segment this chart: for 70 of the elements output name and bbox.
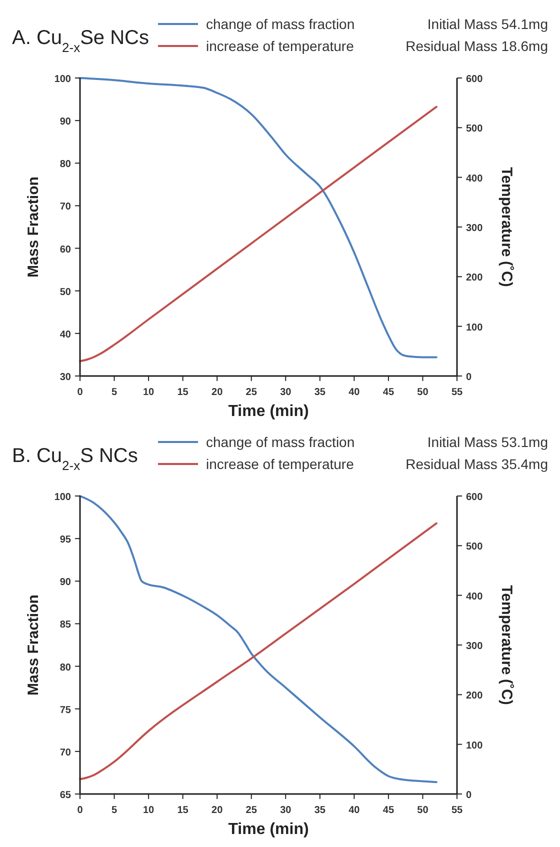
y2-tick-label: 600 (466, 74, 484, 85)
y2-tick-label: 100 (466, 740, 484, 752)
y-tick-label: 65 (60, 790, 72, 801)
y2-tick-label: 500 (466, 542, 484, 553)
x-tick-label: 30 (280, 387, 292, 398)
x-tick-label: 40 (348, 387, 360, 398)
y2-tick-label: 0 (466, 372, 472, 383)
x-tick-label: 25 (246, 387, 258, 398)
x-tick-label: 20 (212, 805, 224, 816)
legend-label: change of mass fraction (206, 434, 355, 450)
x-tick-label: 25 (246, 805, 258, 816)
y-axis-title: Mass Fraction (25, 176, 42, 278)
x-tick-label: 5 (111, 805, 118, 816)
y-tick-label: 95 (60, 534, 72, 546)
x-tick-label: 50 (417, 387, 429, 398)
x-tick-label: 45 (382, 805, 394, 816)
y-tick-label: 75 (60, 704, 72, 716)
y-tick-label: 90 (60, 577, 72, 588)
x-tick-label: 45 (382, 387, 394, 398)
y-axis-title: Mass Fraction (25, 594, 42, 696)
y2-tick-label: 400 (466, 173, 484, 184)
x-tick-label: 35 (314, 387, 326, 398)
y-tick-label: 80 (60, 159, 72, 170)
legend-label: increase of temperature (206, 38, 354, 54)
legend-label: change of mass fraction (206, 16, 355, 32)
y-tick-label: 70 (60, 747, 72, 758)
y-tick-label: 85 (60, 620, 72, 631)
x-tick-label: 20 (212, 387, 224, 398)
chart-title: B. Cu$_{2-x}$S NCs (12, 445, 138, 472)
x-tick-label: 10 (142, 805, 155, 816)
x-tick-label: 10 (142, 387, 155, 398)
x-tick-label: 0 (77, 387, 84, 398)
y2-tick-label: 300 (466, 641, 484, 652)
text: Residual Mass 35.4mg (406, 456, 548, 472)
y-tick-label: 30 (60, 372, 72, 383)
y-tick-label: 60 (60, 244, 72, 256)
y-tick-label: 90 (60, 116, 72, 128)
x-tick-label: 55 (451, 387, 463, 398)
y2-axis-title: Temperature (˚C) (498, 585, 515, 705)
y2-tick-label: 200 (466, 690, 484, 702)
y2-tick-label: 0 (466, 790, 472, 801)
chart-title: A. Cu$_{2-x}$Se NCs (12, 27, 149, 54)
y-tick-label: 70 (60, 202, 72, 213)
y2-tick-label: 400 (466, 591, 484, 602)
y-tick-label: 50 (60, 286, 72, 298)
x-tick-label: 5 (111, 387, 118, 398)
x-axis-title: Time (min) (228, 403, 309, 420)
text: Initial Mass 53.1mg (427, 434, 548, 450)
y-tick-label: 100 (54, 74, 72, 85)
y-tick-label: 40 (60, 329, 72, 340)
y2-tick-label: 100 (466, 322, 484, 334)
y2-tick-label: 500 (466, 124, 484, 135)
text: Initial Mass 54.1mg (427, 16, 548, 32)
x-tick-label: 55 (451, 805, 463, 816)
text: Residual Mass 18.6mg (406, 38, 548, 54)
x-tick-label: 30 (280, 805, 292, 816)
x-tick-label: 35 (314, 805, 326, 816)
x-tick-label: 40 (348, 805, 360, 816)
y2-tick-label: 600 (466, 492, 484, 503)
legend-label: increase of temperature (206, 456, 354, 472)
x-tick-label: 50 (417, 805, 429, 816)
y-tick-label: 80 (60, 662, 72, 674)
y2-axis-title: Temperature (˚C) (498, 167, 515, 287)
x-tick-label: 0 (77, 805, 84, 816)
x-tick-label: 15 (177, 387, 189, 398)
x-axis-title: Time (min) (228, 821, 309, 838)
x-tick-label: 15 (177, 805, 189, 816)
y2-tick-label: 200 (466, 272, 484, 284)
y2-tick-label: 300 (466, 223, 484, 234)
y-tick-label: 100 (54, 492, 72, 503)
